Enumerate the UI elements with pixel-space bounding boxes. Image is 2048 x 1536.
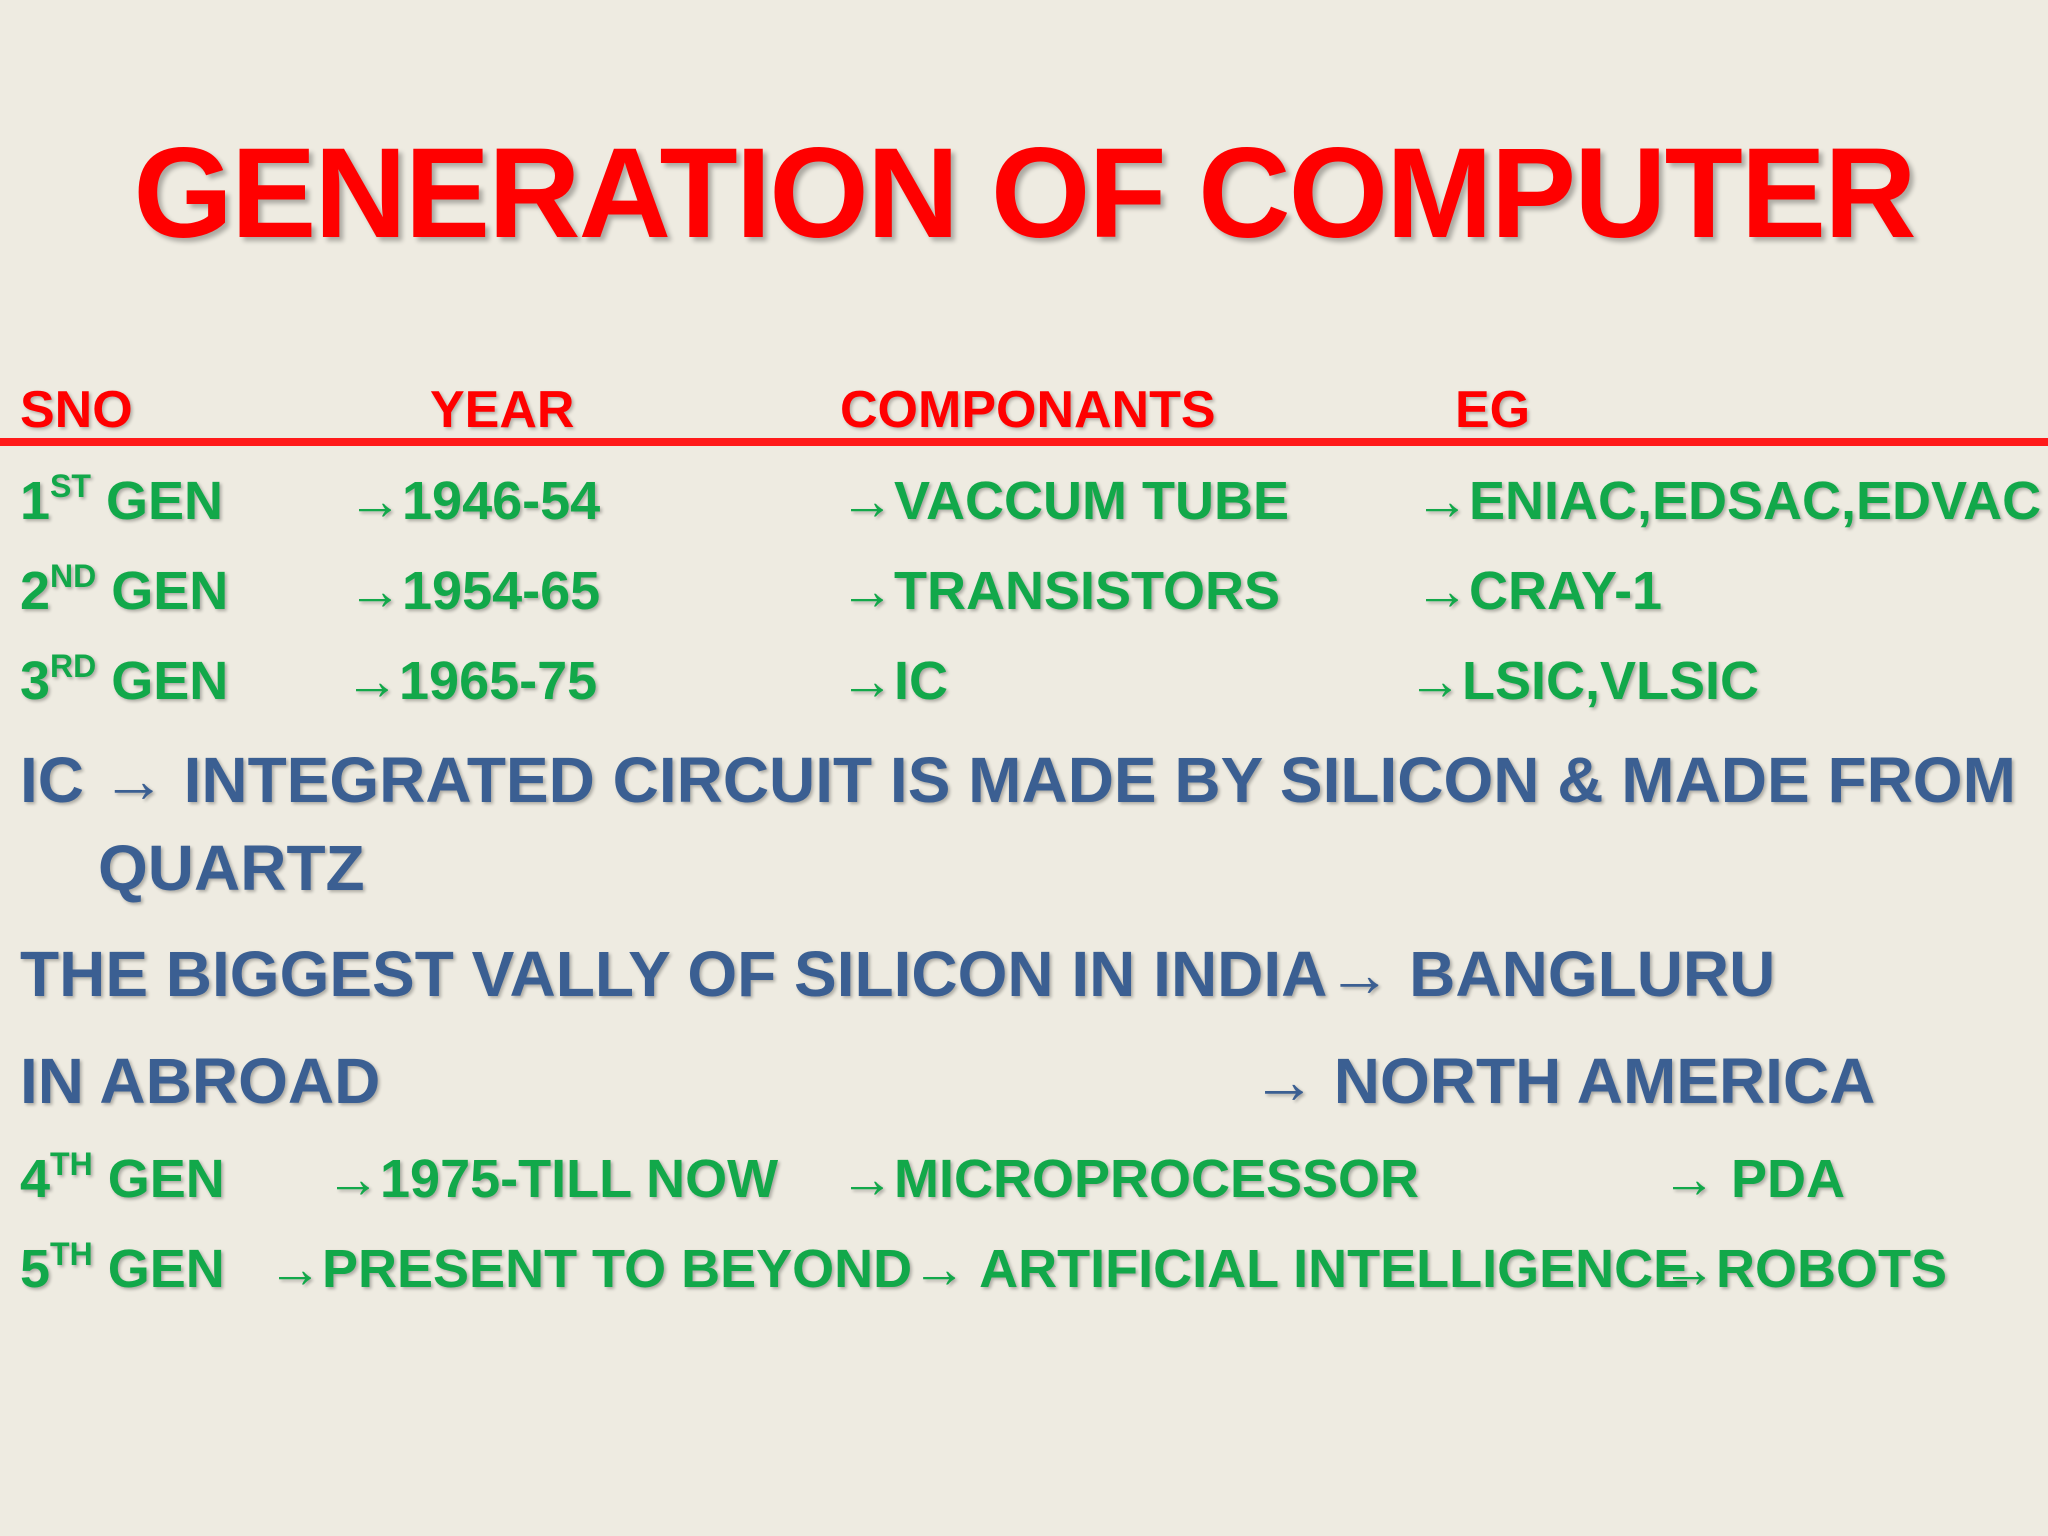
arrow-icon: →	[348, 471, 402, 531]
arrow-icon: →	[1662, 1149, 1716, 1209]
gen-3-label: 3RD GEN	[20, 648, 229, 711]
gen-5-year: →PRESENT TO BEYOND→ ARTIFICIAL INTELLIGE…	[268, 1239, 1690, 1299]
gen-4-label: 4TH GEN	[20, 1146, 225, 1209]
gen-5-example: →ROBOTS	[1662, 1239, 1948, 1299]
arrow-icon: →	[840, 471, 894, 531]
header-eg: EG	[1455, 381, 1531, 439]
arrow-icon: →	[268, 1239, 322, 1299]
ic-note-line1: IC → INTEGRATED CIRCUIT IS MADE BY SILIC…	[20, 744, 2016, 816]
gen-2-component: →TRANSISTORS	[840, 561, 1281, 621]
gen-4-year: →1975-TILL NOW	[326, 1149, 779, 1209]
gen-1-year: →1946-54	[348, 471, 601, 531]
header-sno: SNO	[20, 381, 133, 439]
gen-3-year: →1965-75	[345, 651, 598, 711]
abroad-answer: → NORTH AMERICA	[1252, 1045, 1876, 1117]
abroad-label: IN ABROAD	[20, 1045, 381, 1117]
valley-note: THE BIGGEST VALLY OF SILICON IN INDIA→ B…	[20, 938, 1776, 1010]
header-components: COMPONANTS	[840, 381, 1216, 439]
gen-2-label: 2ND GEN	[20, 558, 229, 621]
arrow-icon: →	[101, 744, 166, 816]
arrow-icon: →	[840, 561, 894, 621]
arrow-icon: →	[1408, 651, 1462, 711]
gen-2-example: →CRAY-1	[1415, 561, 1663, 621]
gen-4-example: → PDA	[1662, 1149, 1846, 1209]
arrow-icon: →	[1415, 561, 1469, 621]
arrow-icon: →	[1662, 1239, 1716, 1299]
arrow-icon: →	[1415, 471, 1469, 531]
gen-3-example: →LSIC,VLSIC	[1408, 651, 1760, 711]
header-year: YEAR	[430, 381, 575, 439]
arrow-icon: →	[326, 1149, 380, 1209]
gen-4-component: →MICROPROCESSOR	[840, 1149, 1420, 1209]
arrow-icon: →	[345, 651, 399, 711]
arrow-icon: →	[840, 1149, 894, 1209]
slide-title: GENERATION OF COMPUTER	[133, 122, 1916, 265]
gen-1-label: 1ST GEN	[20, 468, 223, 531]
arrow-icon: →	[1327, 938, 1392, 1010]
ic-note-line2: QUARTZ	[98, 832, 365, 904]
gen-5-label: 5TH GEN	[20, 1236, 225, 1299]
arrow-icon: →	[912, 1239, 967, 1299]
header-divider	[0, 438, 2048, 446]
gen-1-example: →ENIAC,EDSAC,EDVAC	[1415, 471, 2042, 531]
gen-3-component: →IC	[840, 651, 948, 711]
gen-1-component: →VACCUM TUBE	[840, 471, 1289, 531]
arrow-icon: →	[840, 651, 894, 711]
gen-2-year: →1954-65	[348, 561, 601, 621]
arrow-icon: →	[1252, 1045, 1316, 1117]
arrow-icon: →	[348, 561, 402, 621]
